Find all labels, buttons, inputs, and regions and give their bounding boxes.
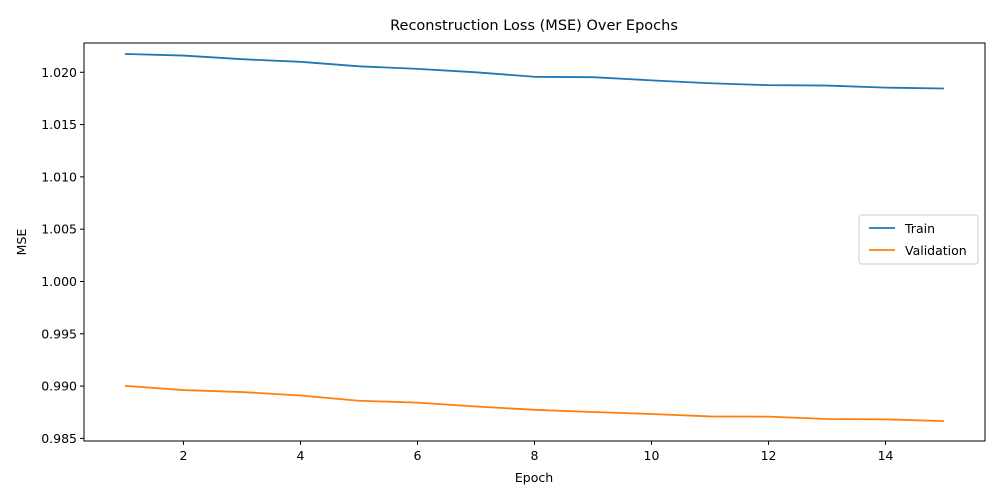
- x-tick-label: 8: [531, 448, 539, 463]
- series-layer: [124, 53, 945, 423]
- y-tick-label: 1.010: [41, 169, 77, 184]
- y-tick-label: 0.985: [41, 431, 77, 446]
- x-tick-label: 6: [414, 448, 422, 463]
- x-tick-label: 10: [644, 448, 660, 463]
- legend: Train Validation: [858, 214, 979, 265]
- x-tick-label: 12: [761, 448, 777, 463]
- series-line-validation: [124, 384, 945, 423]
- x-tick-label: 2: [179, 448, 187, 463]
- legend-label-train: Train: [904, 221, 935, 236]
- y-axis-ticks: 0.985 0.990 0.995 1.000 1.005 1.010 1.015 1.020: [41, 65, 84, 446]
- x-tick-label: 14: [878, 448, 894, 463]
- series-line-train: [124, 53, 945, 90]
- y-tick-label: 0.990: [41, 379, 77, 394]
- y-tick-label: 1.015: [41, 117, 77, 132]
- y-tick-label: 1.005: [41, 222, 77, 237]
- y-tick-label: 1.000: [41, 274, 77, 289]
- legend-label-validation: Validation: [905, 243, 967, 258]
- y-tick-label: 1.020: [41, 65, 77, 80]
- x-axis-label: Epoch: [515, 470, 553, 485]
- x-axis-ticks: 2 4 6 8 10 12 14: [179, 441, 894, 463]
- plot-frame: [83, 42, 986, 442]
- chart-title: Reconstruction Loss (MSE) Over Epochs: [390, 18, 678, 34]
- x-tick-label: 4: [296, 448, 304, 463]
- y-tick-label: 0.995: [41, 326, 77, 341]
- y-axis-label: MSE: [14, 229, 29, 256]
